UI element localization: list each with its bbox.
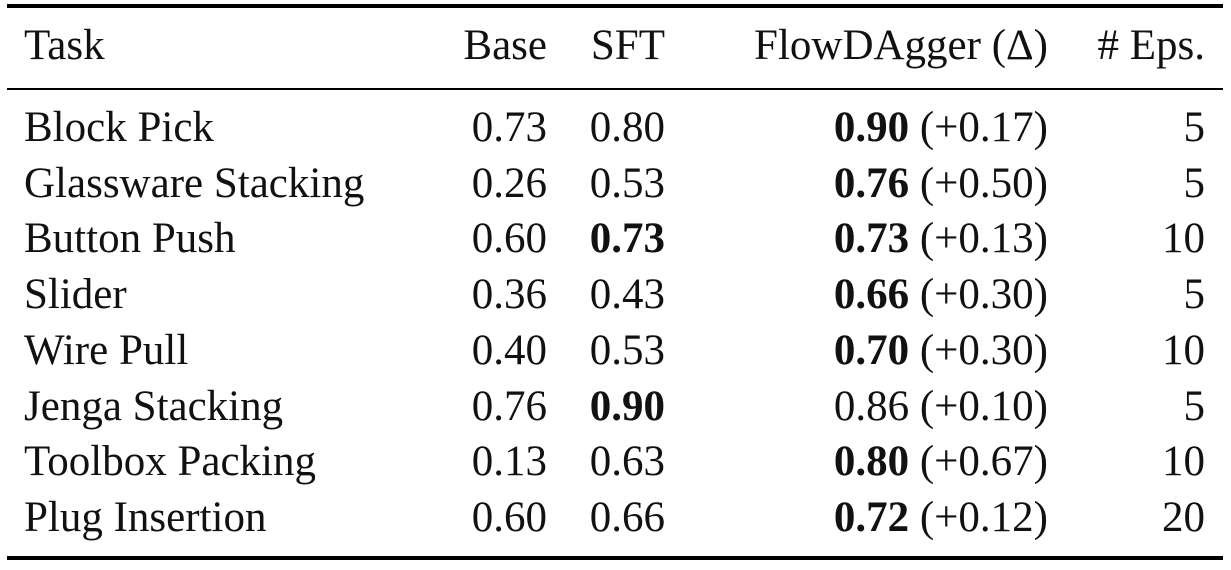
top-rule	[7, 4, 1223, 8]
header-episodes: # Eps.	[1097, 22, 1206, 69]
table-row: Jenga Stacking 0.76 0.90 0.86 (+0.10) 5	[0, 379, 1231, 435]
sft-cell: 0.53	[589, 159, 665, 207]
sft-cell: 0.90	[589, 382, 665, 430]
table-row: Plug Insertion 0.60 0.66 0.72 (+0.12) 20	[0, 490, 1231, 546]
task-cell: Button Push	[24, 215, 236, 263]
episodes-cell: 10	[1162, 326, 1205, 374]
episodes-cell: 10	[1162, 438, 1205, 486]
bottom-rule	[7, 556, 1223, 560]
flowdagger-value: 0.72	[833, 493, 910, 541]
flowdagger-value: 0.76	[833, 159, 910, 207]
table-row: Button Push 0.60 0.73 0.73 (+0.13) 10	[0, 211, 1231, 267]
task-cell: Slider	[24, 271, 127, 319]
table-row: Toolbox Packing 0.13 0.63 0.80 (+0.67) 10	[0, 434, 1231, 490]
sft-cell: 0.66	[589, 493, 665, 541]
flowdagger-cell: 0.80 (+0.67)	[834, 434, 1048, 490]
table-row: Slider 0.36 0.43 0.66 (+0.30) 5	[0, 267, 1231, 323]
sft-cell: 0.80	[589, 104, 665, 151]
sft-cell: 0.53	[589, 326, 665, 374]
flowdagger-cell: 0.73 (+0.13)	[834, 211, 1048, 267]
flowdagger-cell: 0.66 (+0.30)	[834, 267, 1048, 323]
sft-cell: 0.63	[589, 438, 665, 486]
flowdagger-delta: (+0.30)	[919, 326, 1048, 374]
base-cell: 0.73	[471, 104, 547, 151]
episodes-cell: 5	[1183, 104, 1206, 151]
episodes-cell: 5	[1183, 271, 1206, 319]
base-cell: 0.13	[471, 438, 547, 486]
episodes-cell: 5	[1183, 382, 1206, 430]
base-cell: 0.40	[471, 326, 547, 374]
flowdagger-delta: (+0.10)	[919, 382, 1048, 430]
flowdagger-value: 0.73	[833, 215, 910, 263]
task-cell: Plug Insertion	[24, 493, 267, 541]
header-row: Task Base SFT FlowDAgger (Δ) # Eps.	[0, 18, 1231, 74]
sft-cell: 0.73	[589, 215, 665, 263]
base-cell: 0.60	[471, 493, 547, 541]
flowdagger-cell: 0.72 (+0.12)	[834, 490, 1048, 546]
task-cell: Toolbox Packing	[24, 438, 316, 486]
header-base: Base	[463, 22, 547, 69]
flowdagger-cell: 0.76 (+0.50)	[834, 156, 1048, 212]
table-row: Wire Pull 0.40 0.53 0.70 (+0.30) 10	[0, 323, 1231, 379]
base-cell: 0.26	[471, 159, 547, 207]
table-row: Glassware Stacking 0.26 0.53 0.76 (+0.50) 5	[0, 156, 1231, 212]
flowdagger-value: 0.80	[833, 438, 910, 486]
episodes-cell: 10	[1162, 215, 1205, 263]
episodes-cell: 5	[1183, 159, 1206, 207]
base-cell: 0.76	[471, 382, 547, 430]
flowdagger-cell: 0.70 (+0.30)	[834, 323, 1048, 379]
flowdagger-delta: (+0.50)	[919, 159, 1048, 207]
flowdagger-cell: 0.86 (+0.10)	[834, 379, 1048, 435]
flowdagger-value: 0.86	[833, 382, 910, 430]
header-sft: SFT	[590, 22, 665, 69]
task-cell: Wire Pull	[24, 326, 189, 374]
flowdagger-value: 0.90	[833, 104, 910, 151]
table-row: Block Pick 0.73 0.80 0.90 (+0.17) 5	[0, 100, 1231, 156]
flowdagger-delta: (+0.67)	[919, 438, 1048, 486]
header-flowdagger: FlowDAgger (Δ)	[754, 22, 1048, 69]
flowdagger-delta: (+0.13)	[919, 215, 1048, 263]
task-cell: Block Pick	[24, 104, 214, 151]
base-cell: 0.36	[471, 271, 547, 319]
flowdagger-delta: (+0.12)	[919, 493, 1048, 541]
flowdagger-cell: 0.90 (+0.17)	[834, 100, 1048, 156]
flowdagger-value: 0.66	[833, 271, 910, 319]
flowdagger-value: 0.70	[833, 326, 910, 374]
sft-cell: 0.43	[589, 271, 665, 319]
header-rule	[7, 88, 1223, 90]
task-cell: Glassware Stacking	[24, 159, 365, 207]
base-cell: 0.60	[471, 215, 547, 263]
header-task: Task	[24, 22, 105, 69]
episodes-cell: 20	[1162, 493, 1205, 541]
flowdagger-delta: (+0.30)	[919, 271, 1048, 319]
task-cell: Jenga Stacking	[24, 382, 284, 430]
flowdagger-delta: (+0.17)	[919, 104, 1048, 151]
